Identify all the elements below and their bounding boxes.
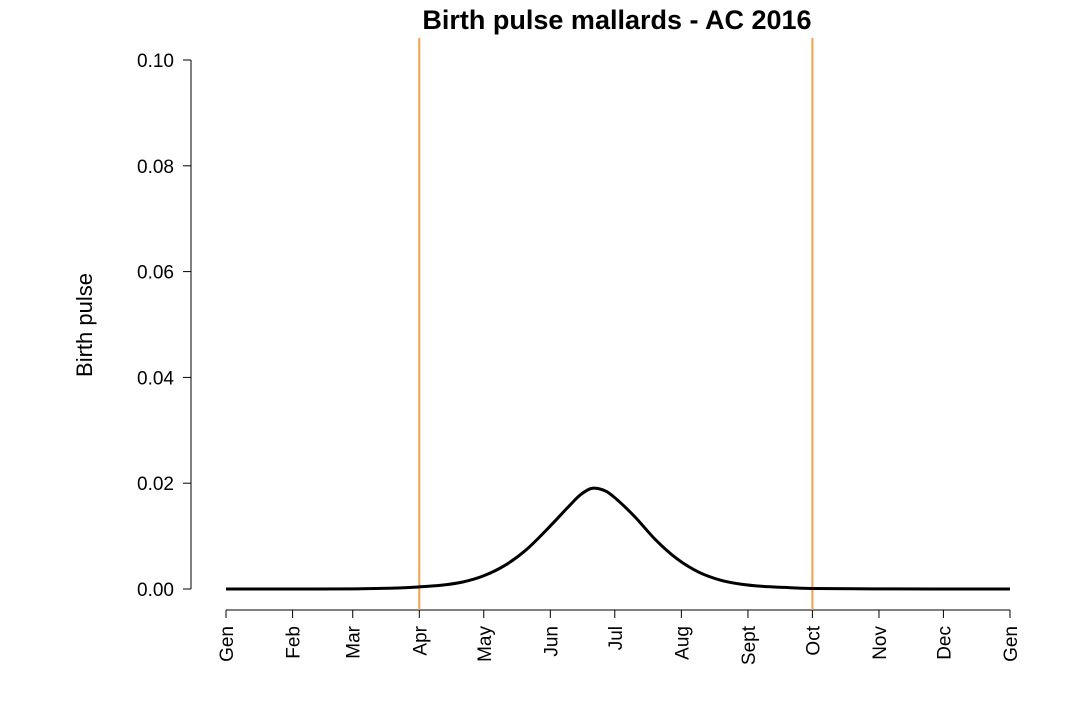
x-tick-label: May (475, 626, 496, 662)
x-tick-label: Dec (934, 626, 955, 660)
y-tick-label: 0.08 (137, 157, 174, 178)
x-ticks: Gen Feb Mar Apr May Jun Jul Aug Sept Oct Nov Dec Gen (217, 610, 1022, 665)
series-group (225, 486, 1011, 591)
x-tick-label: Oct (803, 625, 824, 655)
x-tick-label: Gen (1001, 626, 1022, 662)
reference-lines (418, 38, 814, 610)
y-axis-label: Birth pulse (72, 273, 97, 377)
x-tick-label: Apr (410, 625, 431, 655)
x-tick-label: Gen (217, 626, 238, 662)
y-tick-label: 0.00 (137, 580, 174, 601)
y-tick-label: 0.02 (137, 474, 174, 495)
y-tick-label: 0.06 (137, 263, 174, 284)
birth-pulse-line (225, 486, 1011, 591)
x-tick-label: Jul (606, 626, 627, 650)
x-tick-label: Mar (344, 625, 365, 658)
x-tick-label: Sept (739, 625, 760, 665)
chart-title: Birth pulse mallards - AC 2016 (422, 5, 811, 35)
x-tick-label: Nov (870, 626, 891, 660)
y-tick-label: 0.10 (137, 51, 174, 72)
x-tick-label: Feb (284, 626, 305, 659)
x-tick-label: Aug (672, 626, 693, 660)
y-ticks: 0.00 0.02 0.04 0.06 0.08 0.10 (137, 51, 191, 601)
x-tick-label: Jun (541, 626, 562, 657)
y-tick-label: 0.04 (137, 368, 174, 389)
